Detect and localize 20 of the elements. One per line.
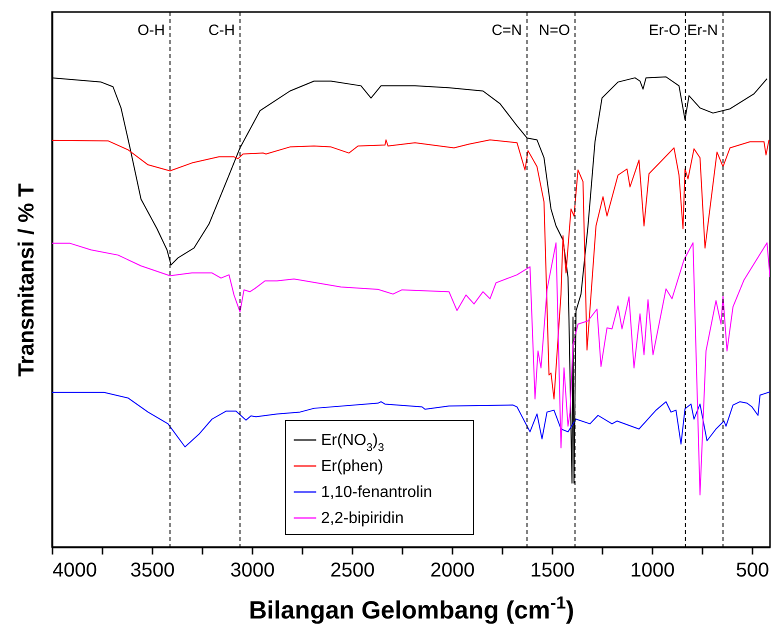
- ref-line-label: O-H: [138, 22, 165, 39]
- legend-label: 2,2-bipiridin: [321, 510, 404, 527]
- x-tick-label: 3500: [130, 560, 175, 582]
- ref-line-label: Er-O: [648, 22, 680, 39]
- x-tick-label: 2000: [430, 560, 475, 582]
- y-axis-title: Transmitansi / % T: [14, 182, 38, 377]
- x-tick-label: 500: [736, 560, 770, 582]
- ref-line-label: Er-N: [687, 22, 718, 39]
- ref-line-label: C=N: [492, 22, 522, 39]
- ref-line-label: C-H: [208, 22, 235, 39]
- x-tick-label: 3000: [230, 560, 275, 582]
- x-tick-label: 1000: [630, 560, 675, 582]
- legend-label: 1,10-fenantrolin: [321, 484, 432, 501]
- legend-label: Er(NO$_{3}$)$_{3}$: [321, 432, 384, 454]
- x-tick-label: 4000: [52, 560, 97, 582]
- x-tick-label: 2500: [330, 560, 375, 582]
- legend-label: Er(phen): [321, 458, 384, 475]
- x-tick-label: 1500: [530, 560, 575, 582]
- x-axis-title: Bilangan Gelombang (cm$^{-1}$): [248, 592, 574, 624]
- ref-line-label: N=O: [538, 22, 570, 39]
